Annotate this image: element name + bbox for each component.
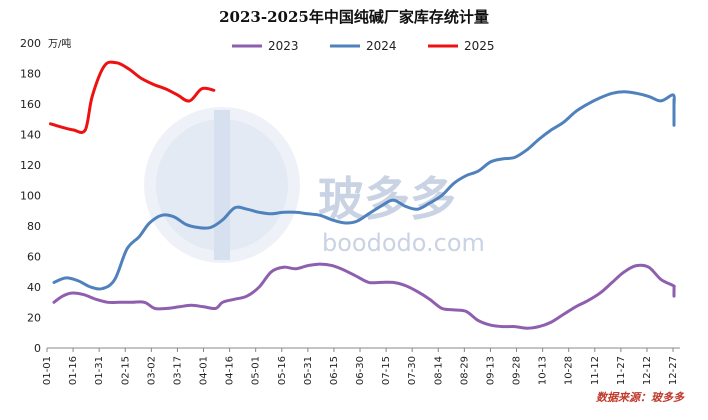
series-line-2024 — [52, 90, 676, 291]
y-tick-label: 40 — [27, 281, 41, 294]
y-tick-label: 100 — [20, 190, 41, 203]
watermark-text: boododo.com — [322, 229, 485, 257]
watermark: 玻多多 boododo.com — [144, 107, 485, 263]
x-tick-label: 05-31 — [303, 356, 314, 385]
x-tick-label: 09-28 — [512, 356, 523, 385]
x-tick-label: 04-01 — [199, 356, 210, 385]
x-tick-label: 08-14 — [433, 356, 444, 385]
x-tick-label: 07-30 — [407, 356, 418, 385]
y-tick-label: 160 — [20, 98, 41, 111]
x-tick-label: 01-01 — [42, 356, 53, 385]
y-tick-label: 120 — [20, 159, 41, 172]
chart-title: 2023-2025年中国纯碱厂家库存统计量 — [219, 8, 489, 26]
x-tick-label: 11-27 — [616, 356, 627, 385]
x-axis-ticks: 01-01 01-16 01-31 02-15 03-02 03-17 04-01 04-16… — [42, 348, 679, 385]
x-tick-label: 06-15 — [329, 356, 340, 385]
legend: 2023 2024 2025 — [232, 39, 495, 53]
series-line-2023 — [52, 262, 676, 330]
y-axis-ticks: 0 20 40 60 80 100 120 140 160 180 200 — [20, 37, 41, 355]
watermark-cn-text: 玻多多 — [318, 172, 456, 226]
x-tick-label: 12-12 — [642, 356, 653, 385]
y-tick-label: 0 — [34, 342, 41, 355]
x-tick-label: 12-27 — [668, 356, 679, 385]
series-lines — [49, 60, 676, 330]
legend-label-2023: 2023 — [268, 39, 299, 53]
y-unit-label: 万/吨 — [48, 37, 71, 50]
legend-label-2024: 2024 — [366, 39, 397, 53]
y-tick-label: 80 — [27, 220, 41, 233]
x-tick-label: 09-13 — [485, 356, 496, 385]
source-note: 数据来源：玻多多 — [596, 391, 685, 404]
x-tick-label: 02-15 — [120, 356, 131, 385]
x-tick-label: 01-16 — [68, 356, 79, 385]
x-tick-label: 04-16 — [225, 356, 236, 385]
x-tick-label: 05-01 — [251, 356, 262, 385]
x-tick-label: 05-16 — [277, 356, 288, 385]
y-tick-label: 200 — [20, 37, 41, 50]
y-tick-label: 60 — [27, 251, 41, 264]
x-tick-label: 11-12 — [590, 356, 601, 385]
series-line-2025 — [49, 60, 216, 134]
x-tick-label: 08-29 — [459, 356, 470, 385]
legend-label-2025: 2025 — [464, 39, 495, 53]
x-tick-label: 07-15 — [381, 356, 392, 385]
x-tick-label: 03-17 — [172, 356, 183, 385]
x-tick-label: 06-30 — [355, 356, 366, 385]
y-tick-label: 180 — [20, 68, 41, 81]
x-tick-label: 01-31 — [94, 356, 105, 385]
x-tick-label: 10-28 — [564, 356, 575, 385]
y-tick-label: 20 — [27, 312, 41, 325]
x-tick-label: 03-02 — [146, 356, 157, 385]
y-tick-label: 140 — [20, 129, 41, 142]
x-tick-label: 10-13 — [538, 356, 549, 385]
